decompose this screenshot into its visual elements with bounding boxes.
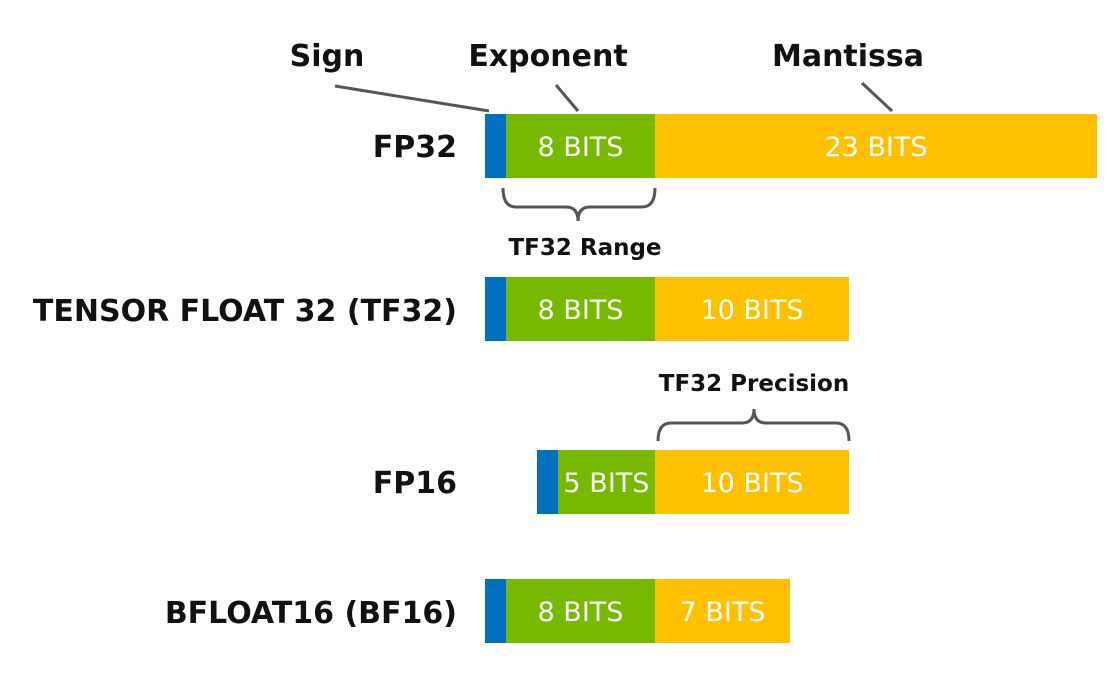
mantissa-bits-label-fp16: 10 BITS (700, 468, 803, 499)
format-row-tf32: TENSOR FLOAT 32 (TF32) 8 BITS 10 BITS (33, 277, 849, 341)
mantissa-header: Mantissa (772, 39, 924, 74)
mantissa-bits-label-tf32: 10 BITS (700, 295, 803, 326)
exponent-leader-line (554, 84, 580, 112)
exponent-bits-label-bf16: 8 BITS (538, 597, 624, 628)
format-row-fp32: FP32 8 BITS 23 BITS (373, 114, 1097, 178)
tf32-range-label: TF32 Range (508, 235, 661, 261)
exponent-field-fp32 (506, 114, 655, 178)
tf32-precision-label: TF32 Precision (659, 371, 849, 397)
tf32-range-bracket (501, 187, 657, 222)
mantissa-bits-label-fp32: 23 BITS (824, 132, 927, 163)
exponent-field-fp16 (558, 450, 655, 514)
format-row-fp16: FP16 5 BITS 10 BITS (373, 450, 849, 514)
exponent-field-bf16 (506, 579, 655, 643)
sign-bit-fp16 (537, 450, 558, 514)
exponent-bits-label-fp16: 5 BITS (564, 468, 650, 499)
sign-leader-line (334, 84, 490, 113)
exponent-field-tf32 (506, 277, 655, 341)
exponent-bits-label-tf32: 8 BITS (538, 295, 624, 326)
format-row-bf16: BFLOAT16 (BF16) 8 BITS 7 BITS (165, 579, 790, 643)
format-label-fp16: FP16 (373, 466, 457, 501)
exponent-header: Exponent (468, 39, 627, 74)
sign-bit-tf32 (485, 277, 506, 341)
sign-header: Sign (290, 39, 365, 74)
mantissa-field-fp16 (655, 450, 849, 514)
mantissa-bits-label-bf16: 7 BITS (680, 597, 766, 628)
tf32-precision-bracket (656, 408, 851, 442)
mantissa-field-fp32 (655, 114, 1097, 178)
format-label-bf16: BFLOAT16 (BF16) (165, 596, 457, 631)
sign-bit-bf16 (485, 579, 506, 643)
format-label-fp32: FP32 (373, 130, 457, 165)
mantissa-field-tf32 (655, 277, 849, 341)
mantissa-leader-line (860, 81, 894, 113)
format-label-tf32: TENSOR FLOAT 32 (TF32) (33, 294, 457, 329)
mantissa-field-bf16 (655, 579, 790, 643)
sign-bit-fp32 (485, 114, 506, 178)
exponent-bits-label-fp32: 8 BITS (538, 132, 624, 163)
